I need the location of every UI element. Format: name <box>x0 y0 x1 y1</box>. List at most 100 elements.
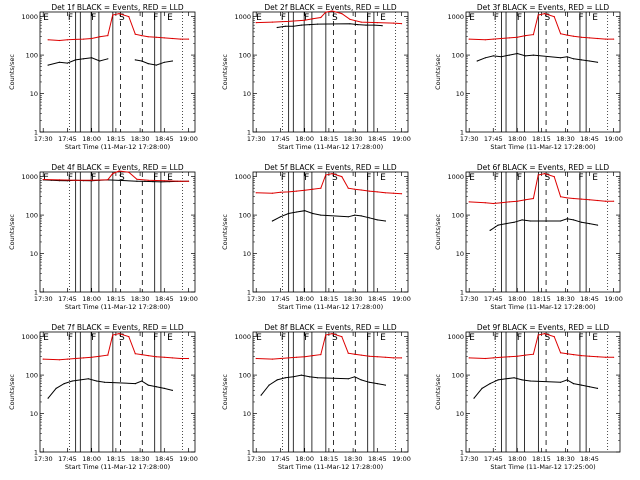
data-point <box>357 24 359 26</box>
marker-label: S <box>332 173 338 183</box>
data-point <box>268 384 270 386</box>
x-tick-label: 18:45 <box>580 135 599 143</box>
marker-label: S <box>119 173 125 183</box>
data-point <box>500 202 502 204</box>
x-tick-label: 18:30 <box>556 295 575 303</box>
data-point <box>532 353 535 355</box>
y-tick-label: 10 <box>243 250 251 258</box>
series-events <box>276 23 383 29</box>
y-tick-label: 10 <box>456 90 464 98</box>
marker-label: F <box>91 333 96 343</box>
data-point <box>572 35 575 37</box>
data-point <box>513 377 515 379</box>
data-point <box>320 187 322 189</box>
data-point <box>128 336 130 338</box>
data-point <box>155 356 157 358</box>
x-tick-label: 17:30 <box>34 295 53 303</box>
plot-frame <box>252 11 409 133</box>
x-tick-label: 17:30 <box>460 295 479 303</box>
y-tick-label: 100 <box>26 372 38 380</box>
data-point <box>341 336 343 338</box>
x-tick-label: 18:00 <box>295 455 314 463</box>
x-tick-label: 19:00 <box>392 135 411 143</box>
data-point <box>588 37 591 39</box>
data-point <box>588 223 591 225</box>
data-point <box>572 354 575 356</box>
data-point <box>392 192 395 194</box>
marker-label: E <box>592 13 598 23</box>
marker-label: F <box>517 13 522 23</box>
data-point <box>296 356 298 358</box>
panel-title: Det 6f BLACK = Events, RED = LLD <box>477 163 610 172</box>
data-point <box>147 384 149 386</box>
data-point <box>107 58 109 60</box>
data-point <box>497 379 499 381</box>
x-tick-label: 18:15 <box>320 455 339 463</box>
marker-label: S <box>119 333 125 343</box>
data-point <box>484 202 486 204</box>
y-axis-label: Counts/sec <box>8 54 16 90</box>
y-tick-label: 100 <box>239 52 251 60</box>
data-point <box>308 376 311 378</box>
data-point <box>279 191 281 193</box>
data-point <box>144 180 146 182</box>
data-point <box>532 34 535 36</box>
plot-frame <box>39 171 196 293</box>
x-tick-label: 17:45 <box>271 135 290 143</box>
data-point <box>376 219 378 221</box>
marker-label: E <box>380 173 386 183</box>
x-tick-label: 18:00 <box>508 455 527 463</box>
x-tick-label: 17:45 <box>484 455 503 463</box>
data-point <box>99 60 101 62</box>
marker-label: E <box>43 13 49 23</box>
x-tick-label: 18:30 <box>131 135 150 143</box>
marker-label: E <box>256 333 262 343</box>
data-point <box>516 52 518 55</box>
x-tick-label: 18:45 <box>368 135 387 143</box>
marker-label: S <box>545 13 551 23</box>
data-point <box>107 179 109 181</box>
marker-label: E <box>167 13 173 23</box>
series-lld <box>468 173 615 205</box>
x-axis-label: Start Time (11-Mar-12 17:28:00) <box>65 463 170 471</box>
series-events <box>476 52 599 63</box>
data-point <box>544 173 546 175</box>
x-tick-label: 18:30 <box>344 455 363 463</box>
marker-label: F <box>153 173 158 183</box>
data-point <box>524 35 527 37</box>
data-point <box>529 380 531 382</box>
data-point <box>588 355 591 357</box>
data-point <box>55 387 57 389</box>
x-tick-label: 18:15 <box>320 295 339 303</box>
data-point <box>171 357 173 359</box>
data-point <box>141 380 143 382</box>
data-point <box>171 389 173 391</box>
data-point <box>155 36 157 38</box>
marker-label: F <box>578 13 583 23</box>
marker-label: F <box>366 13 371 23</box>
marker-label: S <box>332 13 338 23</box>
y-tick-label: 100 <box>452 212 464 220</box>
y-tick-label: 100 <box>452 372 464 380</box>
data-point <box>400 23 403 25</box>
data-point <box>134 353 136 355</box>
x-tick-label: 18:00 <box>295 295 314 303</box>
data-point <box>79 379 81 381</box>
x-tick-label: 18:00 <box>82 295 101 303</box>
y-axis-label: Counts/sec <box>221 374 229 410</box>
series-lld <box>47 13 190 42</box>
data-point <box>287 20 290 22</box>
marker-label: F <box>68 333 73 343</box>
data-point <box>58 359 61 361</box>
data-point <box>147 355 149 357</box>
panel-title: Det 4f BLACK = Events, RED = LLD <box>51 163 184 172</box>
data-point <box>136 178 138 180</box>
data-point <box>516 200 518 202</box>
series-line <box>256 10 402 25</box>
marker-label: F <box>281 13 286 23</box>
plot-frame <box>39 331 196 453</box>
data-point <box>47 397 49 399</box>
x-tick-label: 19:00 <box>179 295 198 303</box>
